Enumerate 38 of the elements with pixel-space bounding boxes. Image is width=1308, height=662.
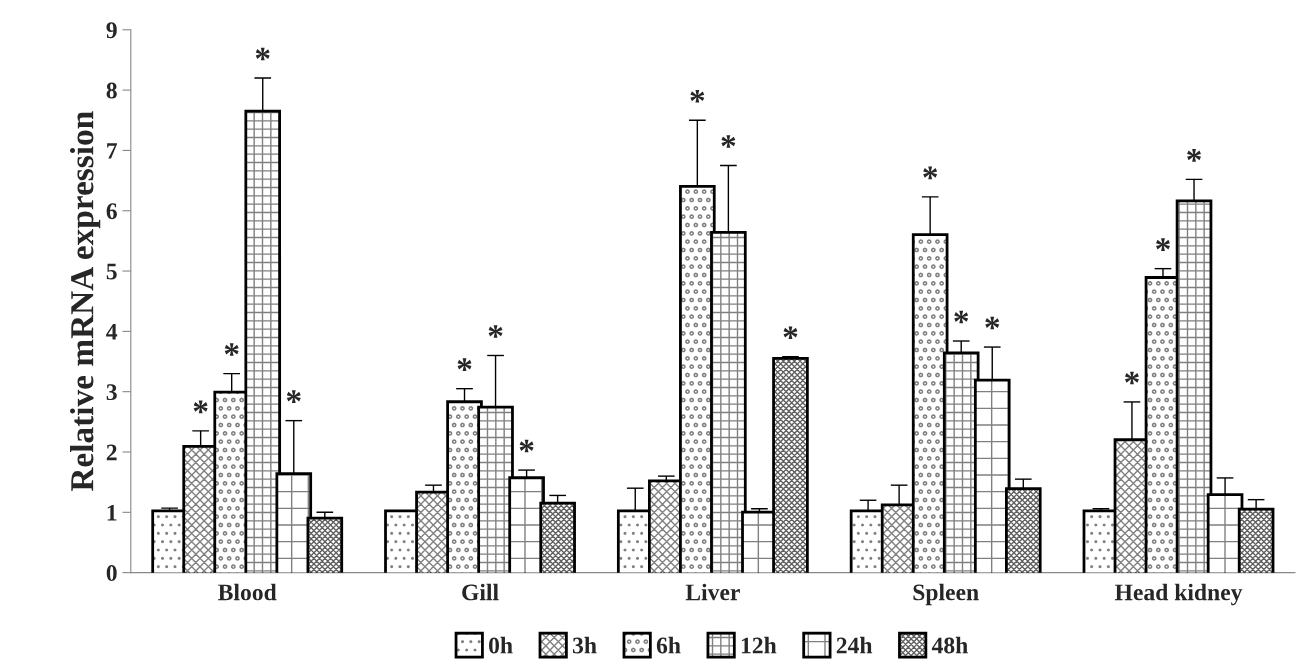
y-tick-label: 8 bbox=[106, 82, 117, 99]
y-tick-label: 2 bbox=[106, 444, 117, 461]
y-tick-label: 3 bbox=[106, 384, 117, 401]
legend-label: 48h bbox=[931, 636, 968, 654]
legend-label: 24h bbox=[836, 636, 873, 654]
y-tick-label: 5 bbox=[106, 263, 117, 280]
data-label: * bbox=[721, 135, 736, 148]
data-label: * bbox=[1125, 371, 1139, 385]
x-tick-label: Head kidney bbox=[1114, 583, 1243, 606]
data-label: * bbox=[985, 316, 1000, 330]
data-label: * bbox=[954, 310, 969, 324]
data-label: * bbox=[488, 325, 503, 338]
y-tick-label: 6 bbox=[106, 203, 117, 220]
data-label: * bbox=[690, 89, 705, 103]
y-tick-label: 9 bbox=[106, 22, 117, 39]
legend-label: 12h bbox=[741, 636, 777, 654]
y-tick-label: 0 bbox=[106, 565, 117, 582]
legend-label: 3h bbox=[572, 636, 597, 654]
legend-label: 6h bbox=[656, 636, 681, 654]
x-tick-label: Blood bbox=[218, 583, 277, 601]
x-tick-label: Liver bbox=[685, 583, 740, 601]
data-label: * bbox=[255, 47, 270, 61]
x-tick-label: Spleen bbox=[913, 583, 979, 606]
data-label: * bbox=[1187, 149, 1201, 162]
data-label: * bbox=[193, 400, 208, 414]
y-tick-label: 4 bbox=[106, 324, 118, 340]
y-tick-label: 1 bbox=[107, 504, 117, 521]
x-tick-label: Gill bbox=[462, 583, 499, 601]
legend-label: 0h bbox=[489, 636, 513, 654]
data-label: * bbox=[224, 343, 239, 356]
data-label: * bbox=[457, 358, 472, 371]
y-axis-title: Relative mRNA expression bbox=[70, 111, 101, 492]
data-label: * bbox=[1156, 238, 1170, 251]
data-label: * bbox=[923, 166, 938, 180]
data-label: * bbox=[519, 439, 534, 453]
data-label: * bbox=[286, 390, 301, 403]
data-label: * bbox=[783, 326, 798, 339]
y-tick-label: 7 bbox=[107, 143, 118, 159]
